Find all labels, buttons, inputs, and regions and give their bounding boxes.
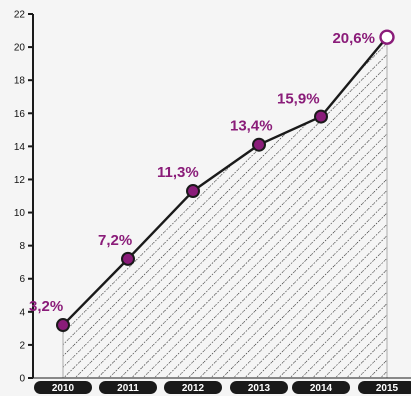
x-tick-label: 2015 [376, 383, 399, 394]
x-category-pill [358, 381, 411, 394]
area-fill [63, 37, 387, 378]
data-label: 3,2% [29, 298, 63, 315]
x-tick-label: 2011 [117, 383, 139, 394]
y-tick-label: 16 [14, 109, 26, 120]
x-category-pill [164, 381, 222, 394]
data-label: 20,6% [332, 30, 375, 47]
data-point-marker [121, 251, 135, 266]
data-label: 11,3% [157, 164, 199, 181]
x-category: 2015 [358, 381, 411, 394]
y-tick-label: 20 [14, 43, 26, 54]
x-category: 2012 [164, 381, 222, 394]
y-tick-label: 10 [14, 208, 26, 219]
y-tick-label: 22 [14, 10, 26, 21]
data-point-marker [56, 318, 70, 333]
y-tick-label: 18 [14, 76, 26, 87]
x-category-pill [292, 381, 350, 394]
data-point-marker [379, 29, 395, 45]
y-tick-label: 6 [19, 274, 25, 285]
data-point-marker [314, 109, 328, 124]
y-tick-label: 8 [19, 241, 25, 252]
data-label: 13,4% [230, 118, 273, 135]
series-line [62, 36, 388, 326]
area-layer [62, 37, 388, 378]
x-category-pill [230, 381, 288, 394]
y-tick-label: 14 [14, 142, 26, 153]
x-category: 2011 [99, 381, 157, 394]
x-tick-label: 2014 [310, 383, 333, 394]
x-tick-label: 2012 [182, 383, 205, 394]
x-category: 2013 [230, 381, 288, 394]
y-tick-label: 12 [14, 175, 26, 186]
x-axis-categories: 2010 2011 2012 2013 2014 2015 [34, 381, 411, 394]
series-line-layer [62, 36, 388, 326]
data-label-layer: 3,2% 7,2% 11,3% 13,4%15,9% 20,6% [29, 30, 375, 315]
y-tick-label: 2 [19, 340, 25, 351]
x-category: 2014 [292, 381, 350, 394]
x-tick-label: 2013 [248, 383, 271, 394]
x-category-pill [34, 381, 92, 394]
x-tick-label: 2010 [52, 383, 75, 394]
data-label: 15,9% [277, 91, 320, 108]
x-category-pill [99, 381, 157, 394]
data-point-marker [252, 137, 266, 152]
x-category: 2010 [34, 381, 92, 394]
y-tick-label: 4 [19, 307, 25, 318]
y-axis: 0 2 4 6 8 10 12 14 16 18 20 22 [14, 10, 411, 385]
data-point-marker [186, 184, 200, 199]
y-tick-label: 0 [19, 374, 25, 385]
marker-layer [56, 29, 395, 333]
data-label: 7,2% [98, 232, 132, 249]
